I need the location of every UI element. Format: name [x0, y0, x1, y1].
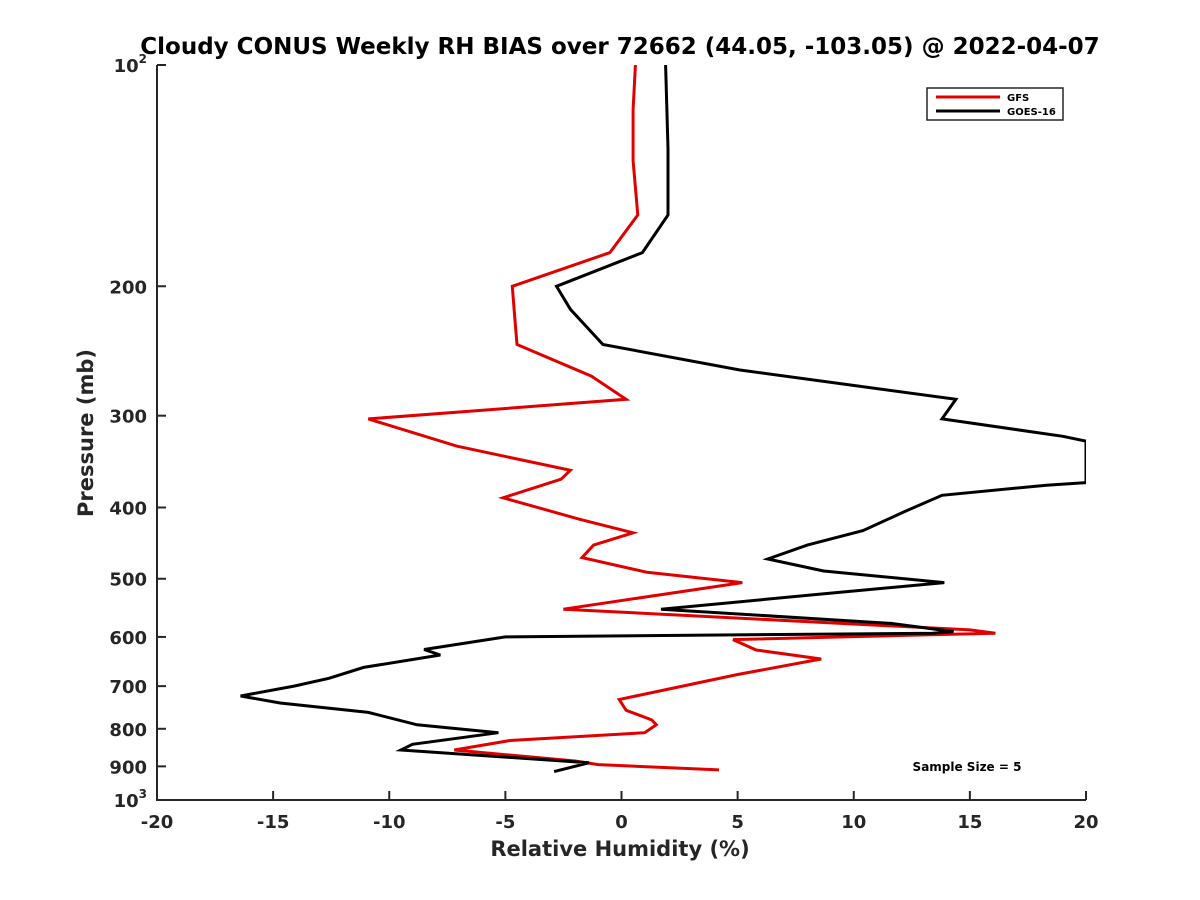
legend-label: GFS [1007, 93, 1029, 104]
y-tick-label: 500 [109, 570, 147, 591]
x-tick-labels: -20 -15 -10 -5 0 5 10 15 20 [141, 812, 1099, 833]
y-tick-label: 102 [114, 52, 147, 77]
series-line-goes-16 [240, 65, 1086, 774]
y-tick-label: 200 [109, 277, 147, 298]
y-axis-label: Pressure (mb) [74, 349, 98, 517]
x-tick-label: -10 [373, 812, 406, 833]
x-tick-label: 20 [1073, 812, 1098, 833]
y-tick-label: 900 [109, 757, 147, 778]
axes-layer [156, 64, 1087, 801]
x-tick-label: -5 [495, 812, 515, 833]
chart-title: Cloudy CONUS Weekly RH BIAS over 72662 (… [140, 34, 1099, 60]
x-tick-label: 10 [841, 812, 866, 833]
y-tick-label: 600 [109, 628, 147, 649]
legend-box [926, 87, 1064, 121]
x-tick-label: 5 [731, 812, 744, 833]
x-axis-label: Relative Humidity (%) [490, 837, 749, 861]
x-tick-label: 15 [957, 812, 982, 833]
y-tick-label: 700 [109, 677, 147, 698]
x-tick-label: -15 [257, 812, 290, 833]
x-tick-label: -20 [141, 812, 174, 833]
x-tick-label: 0 [615, 812, 628, 833]
y-tick-label: 400 [109, 499, 147, 520]
legend-label: GOES-16 [1007, 107, 1056, 118]
sample-size-annotation: Sample Size = 5 [913, 760, 1022, 774]
legend: GFS GOES-16 [926, 87, 1064, 121]
y-tick-label: 300 [109, 407, 147, 428]
y-tick-label: 800 [109, 720, 147, 741]
y-tick-labels: 102 200 300 400 500 600 700 800 900 103 [109, 52, 147, 812]
series-layer [240, 65, 1086, 774]
y-tick-label: 103 [114, 787, 147, 812]
series-line-gfs [367, 65, 996, 772]
